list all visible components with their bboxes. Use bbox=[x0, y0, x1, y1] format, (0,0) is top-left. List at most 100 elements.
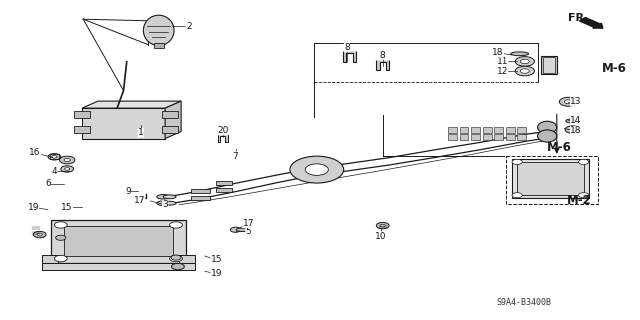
Ellipse shape bbox=[163, 195, 176, 199]
Ellipse shape bbox=[143, 15, 174, 46]
Circle shape bbox=[376, 222, 389, 229]
Bar bbox=[494, 127, 503, 133]
Text: 12: 12 bbox=[497, 67, 508, 76]
Circle shape bbox=[305, 164, 328, 175]
Bar bbox=[460, 134, 468, 140]
Bar bbox=[216, 181, 232, 185]
PathPatch shape bbox=[218, 134, 228, 142]
Circle shape bbox=[60, 156, 75, 164]
Text: 10: 10 bbox=[375, 232, 387, 241]
Circle shape bbox=[565, 126, 580, 133]
Circle shape bbox=[380, 224, 385, 227]
Text: 1: 1 bbox=[138, 128, 143, 137]
Bar bbox=[543, 57, 555, 73]
Circle shape bbox=[48, 154, 61, 160]
Ellipse shape bbox=[566, 119, 577, 123]
Bar bbox=[517, 127, 526, 133]
Circle shape bbox=[512, 193, 522, 198]
Circle shape bbox=[54, 222, 67, 228]
Circle shape bbox=[37, 233, 42, 236]
Bar bbox=[483, 127, 492, 133]
Circle shape bbox=[170, 222, 182, 228]
Bar bbox=[82, 108, 165, 139]
Bar bbox=[471, 127, 480, 133]
Text: 20: 20 bbox=[217, 126, 228, 135]
Circle shape bbox=[559, 97, 577, 106]
Circle shape bbox=[520, 69, 529, 73]
Bar bbox=[448, 127, 457, 133]
Text: 15: 15 bbox=[211, 255, 222, 264]
Bar bbox=[460, 127, 468, 133]
Bar bbox=[512, 159, 589, 198]
Ellipse shape bbox=[511, 52, 529, 56]
Text: 7: 7 bbox=[233, 152, 238, 161]
PathPatch shape bbox=[376, 60, 389, 70]
Circle shape bbox=[61, 166, 74, 172]
Bar bbox=[506, 134, 515, 140]
Text: 19: 19 bbox=[28, 203, 39, 212]
Bar bbox=[191, 196, 210, 200]
Circle shape bbox=[54, 255, 67, 262]
Text: 17: 17 bbox=[134, 196, 145, 205]
Text: 18: 18 bbox=[492, 48, 504, 57]
Circle shape bbox=[52, 156, 57, 158]
Text: 13: 13 bbox=[570, 97, 582, 106]
Circle shape bbox=[515, 66, 534, 76]
Bar bbox=[483, 134, 492, 140]
Text: 11: 11 bbox=[497, 57, 508, 66]
Circle shape bbox=[579, 193, 589, 198]
PathPatch shape bbox=[343, 51, 356, 62]
Bar bbox=[74, 126, 90, 133]
Text: 3: 3 bbox=[163, 200, 168, 209]
Ellipse shape bbox=[163, 201, 176, 205]
Text: M-2: M-2 bbox=[566, 195, 591, 207]
Circle shape bbox=[515, 57, 534, 66]
Ellipse shape bbox=[157, 201, 170, 205]
Text: M-6: M-6 bbox=[602, 62, 627, 75]
Circle shape bbox=[230, 227, 241, 232]
Circle shape bbox=[564, 100, 572, 104]
Bar bbox=[448, 134, 457, 140]
Bar bbox=[506, 127, 515, 133]
Bar bbox=[162, 111, 178, 118]
Text: 5: 5 bbox=[246, 227, 251, 236]
Text: 4: 4 bbox=[52, 167, 57, 176]
Bar bbox=[471, 134, 480, 140]
Bar bbox=[506, 156, 598, 204]
Bar bbox=[42, 263, 195, 270]
Text: 17: 17 bbox=[243, 219, 254, 228]
Text: 8: 8 bbox=[344, 43, 349, 52]
Circle shape bbox=[579, 159, 589, 164]
Text: FR.: FR. bbox=[568, 12, 589, 23]
Bar bbox=[42, 255, 58, 263]
Bar bbox=[162, 126, 178, 133]
Bar bbox=[517, 134, 526, 140]
Bar bbox=[191, 189, 210, 193]
Bar bbox=[179, 255, 195, 263]
Bar bbox=[541, 56, 557, 74]
Text: 16: 16 bbox=[29, 148, 41, 157]
Ellipse shape bbox=[538, 130, 557, 142]
Text: 6: 6 bbox=[45, 180, 51, 188]
Bar bbox=[50, 154, 59, 159]
Circle shape bbox=[56, 235, 66, 240]
Bar bbox=[494, 134, 503, 140]
Text: M-6: M-6 bbox=[547, 141, 572, 154]
Text: 19: 19 bbox=[211, 269, 222, 278]
Text: S9A4-B3400B: S9A4-B3400B bbox=[496, 298, 551, 307]
Bar bbox=[517, 162, 584, 195]
Circle shape bbox=[512, 159, 522, 164]
Polygon shape bbox=[165, 101, 181, 139]
Circle shape bbox=[171, 255, 181, 260]
Circle shape bbox=[290, 156, 344, 183]
Text: 2: 2 bbox=[186, 22, 191, 31]
Text: 14: 14 bbox=[570, 116, 582, 124]
Polygon shape bbox=[82, 101, 181, 108]
Circle shape bbox=[64, 158, 70, 162]
Text: 8: 8 bbox=[380, 51, 385, 60]
Bar bbox=[154, 43, 164, 48]
Bar bbox=[51, 220, 186, 263]
Circle shape bbox=[520, 59, 529, 64]
Bar bbox=[64, 226, 173, 256]
Text: 9: 9 bbox=[125, 187, 131, 196]
